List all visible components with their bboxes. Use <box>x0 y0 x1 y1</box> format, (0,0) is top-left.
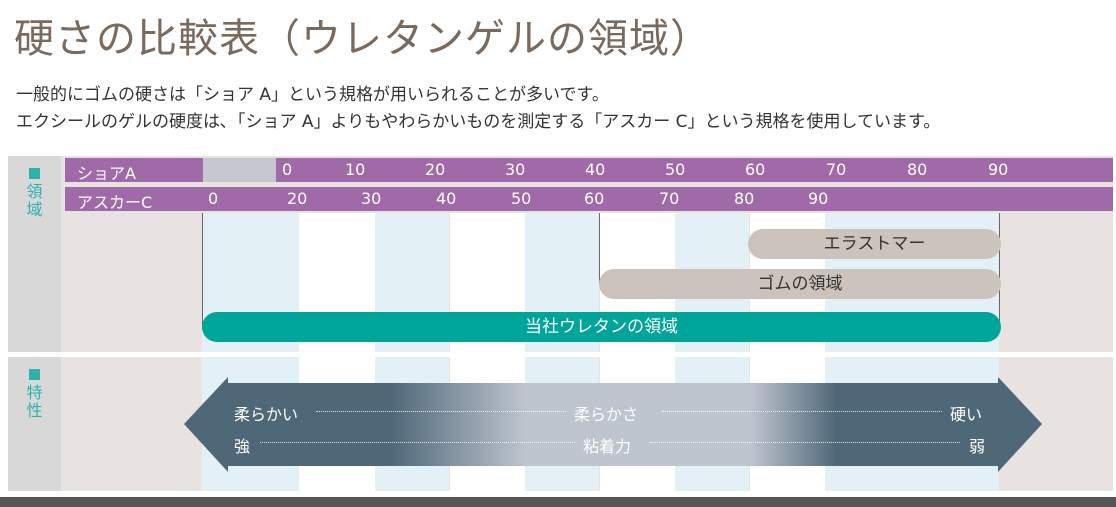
property-marker-icon <box>29 369 40 380</box>
area-sidebar: 領 域 <box>8 156 61 352</box>
soft-label: 柔らかい <box>234 405 299 424</box>
property-label-char-1: 特 <box>26 383 43 402</box>
shore-tick-10: 10 <box>345 160 366 179</box>
urethane-region: 当社ウレタンの領域 <box>202 312 1001 342</box>
weak-label: 弱 <box>969 437 986 456</box>
shore-tick-0: 0 <box>282 160 293 179</box>
asker-c-scale-row: アスカーC <box>65 187 1113 212</box>
strong-label: 強 <box>234 437 251 456</box>
shore-tick-90: 90 <box>988 160 1009 179</box>
asker-tick-0: 0 <box>208 189 219 208</box>
elastomer-region: エラストマー <box>748 229 1001 259</box>
adhesion-dots-right <box>650 442 960 443</box>
shore-tick-50: 50 <box>665 160 686 179</box>
shore-tick-30: 30 <box>505 160 526 179</box>
adhesion-dots-left <box>260 442 575 443</box>
property-section-label: 特 性 <box>8 369 61 420</box>
shore-tick-60: 60 <box>745 160 766 179</box>
shore-tick-20: 20 <box>425 160 446 179</box>
characteristic-arrow <box>184 377 1042 472</box>
rubber-start-line <box>599 213 600 285</box>
softness-dots-right <box>662 411 942 412</box>
area-section-label: 領 域 <box>8 168 61 219</box>
asker-c-ticks: 0 20 30 40 50 60 70 80 90 <box>0 187 1116 211</box>
property-label-char-2: 性 <box>26 401 43 420</box>
bottom-edge <box>0 497 1116 507</box>
area-marker-icon <box>29 168 40 179</box>
hard-label: 硬い <box>950 405 983 424</box>
region-end-line <box>999 213 1000 329</box>
asker-c-label: アスカーC <box>77 193 153 212</box>
area-label-char-1: 領 <box>26 182 43 201</box>
area-label-char-2: 域 <box>26 200 43 219</box>
urethane-start-line <box>202 213 203 329</box>
asker-tick-80: 80 <box>734 189 755 208</box>
softness-label: 柔らかさ <box>574 405 639 424</box>
property-sidebar: 特 性 <box>8 357 61 491</box>
page-title: 硬さの比較表（ウレタンゲルの領域） <box>14 16 711 62</box>
asker-tick-40: 40 <box>436 189 457 208</box>
rubber-region: ゴムの領域 <box>599 269 1001 299</box>
asker-tick-20: 20 <box>287 189 308 208</box>
shore-a-blank-cell <box>203 158 276 182</box>
description-line-2: エクシールのゲルの硬度は､「ショア A」よりもやわらかいものを測定する「アスカー… <box>16 112 941 132</box>
shore-a-ticks: 0 10 20 30 40 50 60 70 80 90 <box>0 158 1116 182</box>
description-line-1: 一般的にゴムの硬さは「ショア A」という規格が用いられることが多いです。 <box>16 85 609 105</box>
asker-tick-30: 30 <box>361 189 382 208</box>
asker-tick-60: 60 <box>584 189 605 208</box>
asker-tick-70: 70 <box>659 189 680 208</box>
shore-tick-70: 70 <box>826 160 847 179</box>
asker-tick-90: 90 <box>808 189 829 208</box>
shore-a-label: ショアA <box>77 164 136 183</box>
asker-tick-50: 50 <box>511 189 532 208</box>
softness-dots-left <box>316 411 566 412</box>
shore-tick-40: 40 <box>585 160 606 179</box>
adhesion-label: 粘着力 <box>583 437 632 456</box>
shore-tick-80: 80 <box>907 160 928 179</box>
